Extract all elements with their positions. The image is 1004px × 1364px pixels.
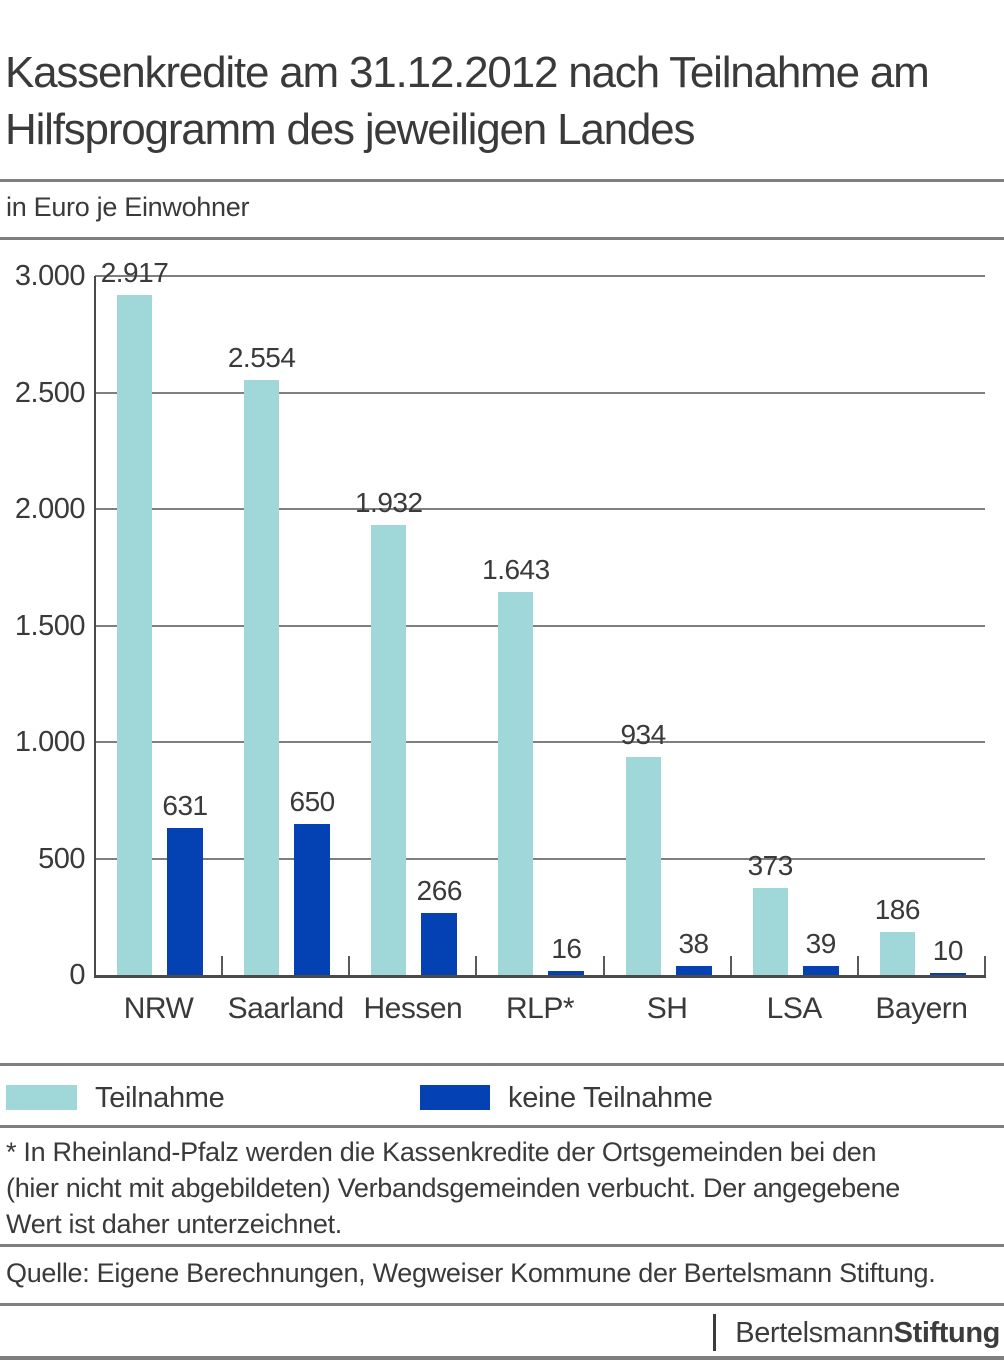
value-label-Bayern-teilnahme: 186 xyxy=(874,894,921,925)
y-axis-label-1.500: 1.500 xyxy=(14,609,86,642)
x-axis-tick xyxy=(602,956,605,975)
bar-teilnahme-NRW xyxy=(117,295,152,975)
y-axis-label-0: 0 xyxy=(69,959,85,991)
category-label-RLP*: RLP* xyxy=(505,992,575,1025)
footnote-line-1: * In Rheinland-Pfalz werden die Kassenkr… xyxy=(6,1137,877,1167)
bottom-bar xyxy=(0,1356,1004,1360)
source-line: Quelle: Eigene Berechnungen, Wegweiser K… xyxy=(6,1258,936,1288)
separator-above-logo xyxy=(0,1303,1004,1306)
bar-keine-teilnahme-RLP* xyxy=(548,971,585,975)
separator-below-legend xyxy=(0,1125,1004,1128)
footnote: * In Rheinland-Pfalz werden die Kassenkr… xyxy=(6,1134,900,1242)
legend-swatch-teilnahme xyxy=(6,1085,77,1110)
legend-swatch-keine-teilnahme xyxy=(420,1085,490,1110)
value-label-NRW-keine-teilnahme: 631 xyxy=(162,790,208,821)
gridline-500 xyxy=(95,857,985,860)
title-line-2: Hilfsprogramm des jeweiligen Landes xyxy=(5,105,695,154)
bar-teilnahme-Bayern xyxy=(879,932,915,975)
title-line-1: Kassenkredite am 31.12.2012 nach Teilnah… xyxy=(5,48,930,97)
y-axis-label-500: 500 xyxy=(38,842,85,875)
y-axis-label-1.000: 1.000 xyxy=(14,726,86,758)
page-title: Kassenkredite am 31.12.2012 nach Teilnah… xyxy=(5,44,930,158)
value-label-Hessen-teilnahme: 1.932 xyxy=(354,487,423,518)
x-axis-line xyxy=(94,975,986,978)
bar-teilnahme-LSA xyxy=(752,888,788,975)
y-axis-label-2.000: 2.000 xyxy=(14,493,86,525)
chart-subtitle: in Euro je Einwohner xyxy=(6,192,250,222)
logo-part-bold: Stiftung xyxy=(893,1317,1001,1349)
separator-above-source xyxy=(0,1244,1004,1247)
value-label-RLP*-teilnahme: 1.643 xyxy=(482,554,550,585)
x-axis-tick xyxy=(475,956,478,975)
bar-keine-teilnahme-Bayern xyxy=(929,973,966,975)
x-axis-tick xyxy=(221,956,224,975)
footnote-line-2: (hier nicht mit abgebildeten) Verbandsge… xyxy=(6,1173,901,1203)
bar-keine-teilnahme-Saarland xyxy=(294,824,331,975)
y-axis-line xyxy=(94,276,96,975)
x-axis-tick xyxy=(729,956,732,975)
bar-teilnahme-RLP* xyxy=(498,592,534,975)
value-label-LSA-teilnahme: 373 xyxy=(747,850,794,881)
bertelsmann-stiftung-logo: BertelsmannStiftung xyxy=(735,1317,1000,1350)
bar-teilnahme-Hessen xyxy=(371,525,407,975)
separator-above-legend xyxy=(0,1063,1004,1066)
legend-label-teilnahme: Teilnahme xyxy=(95,1082,225,1114)
gridline-2.000 xyxy=(95,508,985,510)
plot-area: 3.000 2.500 2.000 1.500 1.000 500 0 2.917 631 NRW… xyxy=(0,240,1004,1063)
gridline-3.000 xyxy=(95,275,985,277)
gridline-2.500 xyxy=(95,391,985,394)
logo-part-regular: Bertelsmann xyxy=(735,1317,894,1349)
category-label-Saarland: Saarland xyxy=(227,992,345,1025)
value-label-Saarland-keine-teilnahme: 650 xyxy=(289,786,336,817)
category-label-LSA: LSA xyxy=(766,992,823,1025)
x-axis-tick xyxy=(984,956,986,975)
legend-label-keine-teilnahme: keine Teilnahme xyxy=(508,1082,713,1114)
category-label-Bayern: Bayern xyxy=(875,992,968,1025)
separator-under-title xyxy=(0,179,1004,182)
bar-teilnahme-Saarland xyxy=(244,380,280,975)
value-label-SH-keine-teilnahme: 38 xyxy=(678,928,709,959)
value-label-Saarland-teilnahme: 2.554 xyxy=(227,342,296,373)
category-label-SH: SH xyxy=(646,992,688,1025)
category-label-NRW: NRW xyxy=(123,992,194,1025)
y-axis-label-2.500: 2.500 xyxy=(14,376,86,409)
bar-keine-teilnahme-LSA xyxy=(802,966,839,975)
bar-teilnahme-SH xyxy=(625,757,661,975)
category-label-Hessen: Hessen xyxy=(363,992,463,1025)
value-label-LSA-keine-teilnahme: 39 xyxy=(805,928,837,959)
footnote-line-3: Wert ist daher unterzeichnet. xyxy=(6,1209,342,1239)
value-label-Hessen-keine-teilnahme: 266 xyxy=(416,875,463,906)
value-label-RLP*-keine-teilnahme: 16 xyxy=(551,933,582,964)
bar-keine-teilnahme-NRW xyxy=(167,828,203,975)
y-axis-label-3.000: 3.000 xyxy=(14,260,86,292)
gridline-1.000 xyxy=(95,741,985,743)
bar-keine-teilnahme-Hessen xyxy=(421,913,458,975)
value-label-Bayern-keine-teilnahme: 10 xyxy=(932,935,964,966)
x-axis-tick xyxy=(856,956,859,975)
bar-keine-teilnahme-SH xyxy=(675,966,712,975)
gridline-1.500 xyxy=(95,624,985,627)
separator-under-subtitle xyxy=(0,237,1004,240)
x-axis-tick xyxy=(348,956,351,975)
value-label-SH-teilnahme: 934 xyxy=(620,719,666,750)
logo-divider xyxy=(713,1314,716,1351)
bar-chart: 3.000 2.500 2.000 1.500 1.000 500 0 2.917 631 NRW… xyxy=(0,240,1004,1063)
value-label-NRW-teilnahme: 2.917 xyxy=(100,257,169,288)
